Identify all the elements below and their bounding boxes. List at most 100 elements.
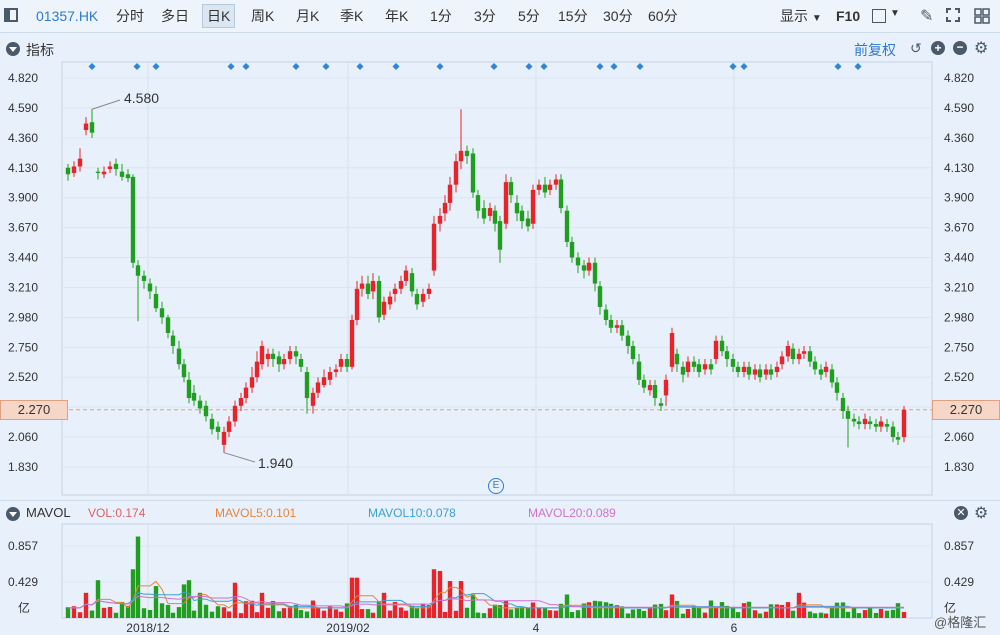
y-tick-label-right: 2.060	[944, 430, 974, 444]
y-tick-label-right: 4.360	[944, 131, 974, 145]
period-tab-1min[interactable]: 1分	[430, 8, 452, 24]
period-tab-daily[interactable]: 日K	[202, 4, 236, 28]
candle-body	[674, 353, 680, 365]
f10-button[interactable]: F10	[836, 8, 861, 24]
volume-bar	[829, 606, 835, 618]
candle-body	[176, 348, 182, 365]
volume-bar	[592, 600, 598, 618]
y-tick-label-left: 4.590	[8, 101, 38, 115]
volume-bar	[442, 611, 448, 618]
adjust-mode-label[interactable]: 前复权	[854, 42, 896, 58]
volume-bar	[608, 603, 614, 618]
sidebar-toggle-icon[interactable]	[4, 8, 18, 22]
candle-body	[685, 361, 691, 373]
period-tab-multiday[interactable]: 多日	[161, 8, 189, 24]
candle-body	[812, 361, 818, 370]
volume-bar	[801, 602, 807, 618]
period-tab-15min[interactable]: 15分	[558, 8, 588, 24]
candle-body	[365, 283, 371, 294]
candle-body	[603, 309, 609, 320]
x-axis-label: 4	[533, 621, 540, 635]
mavol20-indicator: MAVOL20:0.089	[528, 506, 616, 520]
zoom-in-icon[interactable]: +	[931, 41, 945, 55]
volume-bar	[862, 610, 868, 618]
candle-body	[392, 288, 398, 294]
volume-bar	[851, 607, 857, 618]
event-dot	[242, 62, 250, 71]
volume-bar	[403, 610, 409, 618]
volume-bar	[475, 612, 481, 618]
candle-body	[197, 400, 203, 409]
period-tab-monthly[interactable]: 月K	[296, 8, 320, 24]
candle-body	[691, 361, 697, 367]
fullscreen-icon[interactable]	[946, 8, 960, 22]
volume-bar	[215, 606, 221, 618]
event-dot	[525, 62, 533, 71]
event-dot	[152, 62, 160, 71]
settings-icon[interactable]: ⚙	[974, 505, 989, 522]
event-dot	[436, 62, 444, 71]
event-dot	[356, 62, 364, 71]
candle-body	[774, 366, 780, 373]
period-tab-yearly[interactable]: 年K	[385, 8, 409, 24]
volume-bar	[530, 602, 536, 618]
period-tab-60min[interactable]: 60分	[648, 8, 678, 24]
chevron-down-icon: ▼	[890, 8, 900, 19]
volume-bar	[685, 608, 691, 618]
vol-y-tick-right: 0.857	[944, 539, 974, 553]
close-icon[interactable]: ✕	[954, 506, 968, 520]
volume-bar	[186, 580, 192, 618]
current-price-tag-left: 2.270	[0, 400, 68, 420]
candle-body	[503, 182, 509, 224]
period-tab-3min[interactable]: 3分	[474, 8, 496, 24]
reset-icon[interactable]: ↺	[910, 40, 922, 56]
period-tab-quarterly[interactable]: 季K	[340, 8, 364, 24]
candle-body	[658, 403, 664, 406]
period-tab-weekly[interactable]: 周K	[251, 8, 275, 24]
zoom-out-icon[interactable]: −	[953, 41, 967, 55]
candle-body	[801, 351, 807, 354]
x-axis-label: 2019/02	[326, 621, 370, 635]
volume-bar	[349, 577, 355, 618]
candle-body	[125, 174, 131, 179]
y-tick-label-right: 1.830	[944, 460, 974, 474]
volume-bar	[387, 610, 393, 618]
chevron-down-icon: ▼	[811, 13, 822, 24]
candle-body	[779, 356, 785, 365]
candle-body	[470, 153, 476, 193]
candle-body	[77, 158, 83, 167]
volume-bar	[89, 610, 95, 618]
y-tick-label-left: 3.210	[8, 280, 38, 294]
candle-body	[464, 150, 470, 157]
candle-body	[453, 161, 459, 185]
collapse-icon[interactable]	[6, 507, 20, 521]
event-dot	[729, 62, 737, 71]
ticker-label[interactable]: 01357.HK	[36, 8, 99, 24]
period-tab-intraday[interactable]: 分时	[116, 8, 144, 24]
candle-body	[95, 171, 101, 173]
candle-body	[281, 359, 287, 365]
candle-body	[873, 424, 879, 427]
period-tab-30min[interactable]: 30分	[603, 8, 633, 24]
pen-icon[interactable]: ✎	[920, 8, 934, 25]
volume-bar	[619, 606, 625, 618]
candle-body	[901, 409, 907, 438]
collapse-icon[interactable]	[6, 42, 20, 56]
candle-body	[890, 426, 896, 438]
candle-body	[130, 176, 136, 263]
candle-body	[735, 366, 741, 373]
display-dropdown[interactable]: 显示 ▼	[780, 0, 822, 32]
candle-body	[569, 241, 575, 258]
candlestick-chart[interactable]: 4.820 4.820 4.590 4.590 4.360 4.360 4.130 4.130…	[0, 0, 1000, 500]
volume-bar	[203, 604, 209, 618]
candle-body	[254, 361, 260, 378]
volume-bar	[176, 607, 182, 618]
chart-style-dropdown[interactable]: ▼	[872, 8, 908, 24]
grid-icon[interactable]	[974, 8, 990, 24]
candle-body	[226, 421, 232, 432]
volume-bar	[141, 608, 147, 618]
period-tab-5min[interactable]: 5分	[518, 8, 540, 24]
volume-bar	[752, 610, 758, 618]
settings-icon[interactable]: ⚙	[974, 40, 989, 57]
event-marker[interactable]: E	[488, 478, 504, 494]
